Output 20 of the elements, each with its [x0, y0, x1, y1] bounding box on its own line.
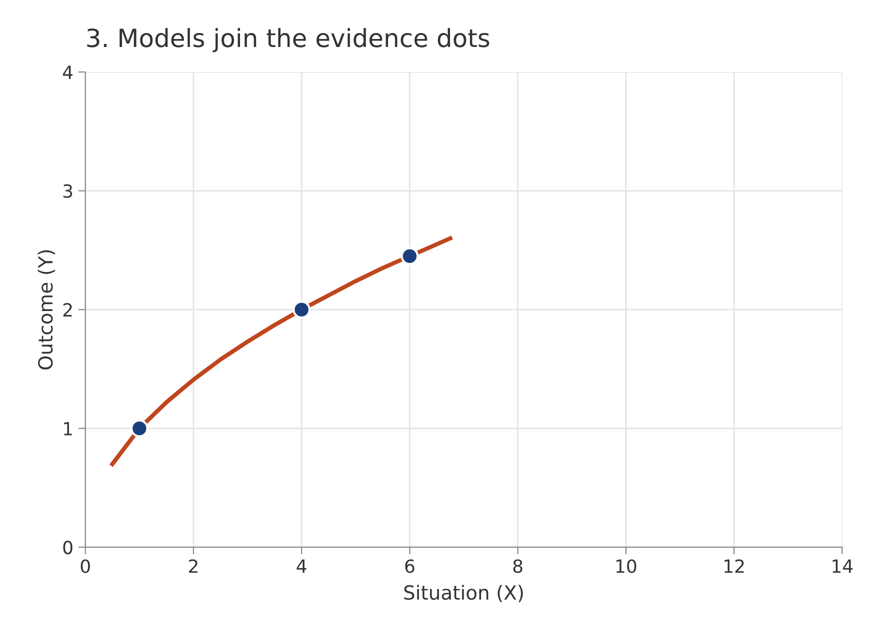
point	[130, 419, 148, 438]
y-axis-title: Outcome (Y)	[38, 250, 56, 370]
y-tick-label: 3	[63, 184, 72, 198]
x-tick-label: 6	[405, 559, 414, 573]
x-tick-label: 2	[189, 559, 198, 573]
point	[292, 300, 311, 319]
x-tick-label: 10	[616, 559, 636, 573]
point	[400, 247, 419, 266]
y-tick-label: 2	[63, 303, 72, 316]
x-tick-label: 0	[80, 559, 90, 573]
x-tick-label: 12	[724, 559, 744, 573]
y-tick-label: 1	[64, 422, 72, 436]
y-tick-label: 0	[63, 540, 72, 554]
chart-title: 3. Models join the evidence dots	[87, 28, 490, 52]
x-tick-label: 8	[513, 559, 522, 573]
x-tick-label: 4	[296, 560, 306, 573]
line-series	[110, 236, 452, 466]
x-tick-label: 14	[832, 560, 853, 573]
y-tick-label: 4	[62, 66, 73, 79]
x-axis-title: Situation (X)	[404, 584, 523, 602]
